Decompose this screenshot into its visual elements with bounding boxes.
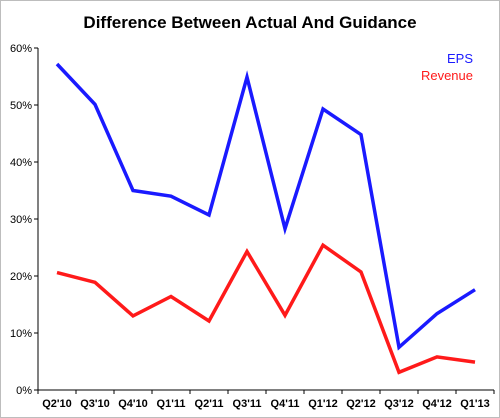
series-line-eps [55, 62, 476, 351]
y-tick-label: 60% [10, 43, 32, 55]
series-lines [55, 62, 477, 375]
data-point-revenue [284, 314, 287, 317]
legend-label-revenue: Revenue [421, 68, 473, 83]
x-tick-label: Q2'10 [42, 398, 72, 410]
data-point-revenue [132, 314, 135, 317]
data-point-eps [94, 103, 97, 106]
x-tick-label: Q1'11 [157, 398, 186, 410]
x-tick-label: Q1'13 [460, 398, 490, 410]
y-tick-label: 30% [10, 214, 32, 226]
x-tick-label: Q4'12 [422, 398, 452, 410]
data-point-revenue [360, 271, 363, 274]
data-point-eps [284, 227, 287, 230]
data-point-revenue [170, 295, 173, 298]
x-tick-label: Q4'10 [118, 398, 148, 410]
data-point-eps [474, 288, 477, 291]
data-point-eps [436, 312, 439, 315]
data-point-eps [246, 76, 249, 79]
y-tick-label: 0% [16, 385, 32, 397]
data-point-revenue [56, 271, 59, 274]
legend-label-eps: EPS [447, 51, 473, 66]
series-line-revenue [56, 242, 476, 375]
x-axis-ticks: Q2'10 Q3'10 Q4'10 Q1'11 Q2'11 Q3'11 Q4'11 Q1'12… [37, 390, 495, 410]
x-tick-label: Q4'11 [271, 398, 300, 410]
axes [37, 48, 494, 391]
x-tick-label: Q3'11 [233, 398, 262, 410]
y-axis-ticks: 0% 10% 20% 30% 40% 50% 60% [10, 43, 38, 397]
data-point-eps [360, 133, 363, 136]
data-point-revenue [474, 361, 477, 364]
x-tick-label: Q2'11 [195, 398, 224, 410]
data-point-revenue [322, 244, 325, 247]
y-tick-label: 10% [10, 328, 32, 340]
data-point-revenue [436, 355, 439, 358]
y-tick-label: 20% [10, 271, 32, 283]
y-tick-label: 40% [10, 157, 32, 169]
data-point-revenue [208, 320, 211, 323]
data-point-revenue [246, 250, 249, 253]
legend: EPS Revenue [421, 51, 473, 83]
x-tick-label: Q3'12 [384, 398, 414, 410]
data-point-eps [322, 107, 325, 110]
x-tick-label: Q1'12 [308, 398, 338, 410]
data-point-eps [208, 214, 211, 217]
y-tick-label: 50% [10, 100, 32, 112]
data-point-eps [132, 189, 135, 192]
data-point-eps [398, 346, 401, 349]
data-point-revenue [94, 281, 97, 284]
data-point-revenue [398, 371, 401, 374]
x-tick-label: Q2'12 [346, 398, 376, 410]
data-point-eps [56, 62, 59, 65]
x-tick-label: Q3'10 [80, 398, 110, 410]
data-point-eps [170, 195, 173, 198]
chart-title: Difference Between Actual And Guidance [83, 13, 416, 32]
